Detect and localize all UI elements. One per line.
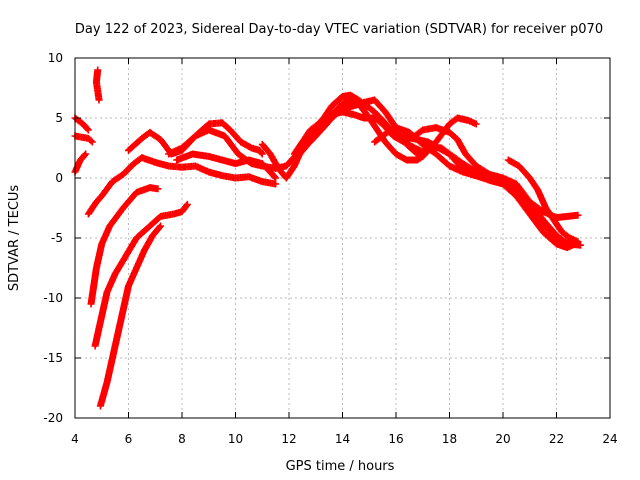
grid [75, 58, 610, 418]
plus-markers [91, 200, 191, 350]
x-tick-label: 14 [335, 432, 350, 446]
x-tick-label: 16 [388, 432, 403, 446]
y-tick-label: 10 [48, 51, 63, 65]
plus-markers [92, 66, 103, 104]
chart-title: Day 122 of 2023, Sidereal Day-to-day VTE… [75, 22, 603, 37]
x-tick-label: 12 [281, 432, 296, 446]
y-tick-label: 5 [55, 111, 63, 125]
y-tick-label: 0 [55, 171, 63, 185]
series-track-6 [87, 184, 162, 308]
x-tick-label: 10 [228, 432, 243, 446]
x-tick-label: 8 [178, 432, 186, 446]
series-track-11 [173, 150, 280, 182]
x-tick-label: 20 [495, 432, 510, 446]
plus-markers [504, 156, 582, 246]
series-track-5 [84, 154, 280, 218]
y-tick-label: -10 [43, 291, 63, 305]
series-track-8 [96, 222, 165, 410]
y-axis-label: SDTVAR / TECUs [7, 185, 22, 292]
x-tick-label: 6 [125, 432, 133, 446]
y-tick-label: -5 [51, 231, 63, 245]
x-tick-label: 22 [549, 432, 564, 446]
series-track-1 [92, 66, 103, 104]
x-tick-label: 18 [442, 432, 457, 446]
plus-markers [173, 150, 280, 182]
y-tick-label: -15 [43, 351, 63, 365]
series-track-18 [504, 156, 582, 246]
x-tick-label: 24 [602, 432, 617, 446]
axis-ticks: 4 6 8 10 12 14 16 18 20 22 24 -20 -15 -10 -5 0 5 10 [43, 51, 617, 446]
x-axis-label: GPS time / hours [286, 459, 395, 474]
plus-markers [84, 154, 280, 218]
plus-markers [397, 132, 582, 222]
x-tick-label: 4 [71, 432, 79, 446]
series-track-17 [397, 132, 582, 222]
y-tick-label: -20 [43, 411, 63, 425]
plus-markers [87, 184, 162, 308]
plus-markers [96, 222, 165, 410]
series-track-7 [91, 200, 191, 350]
